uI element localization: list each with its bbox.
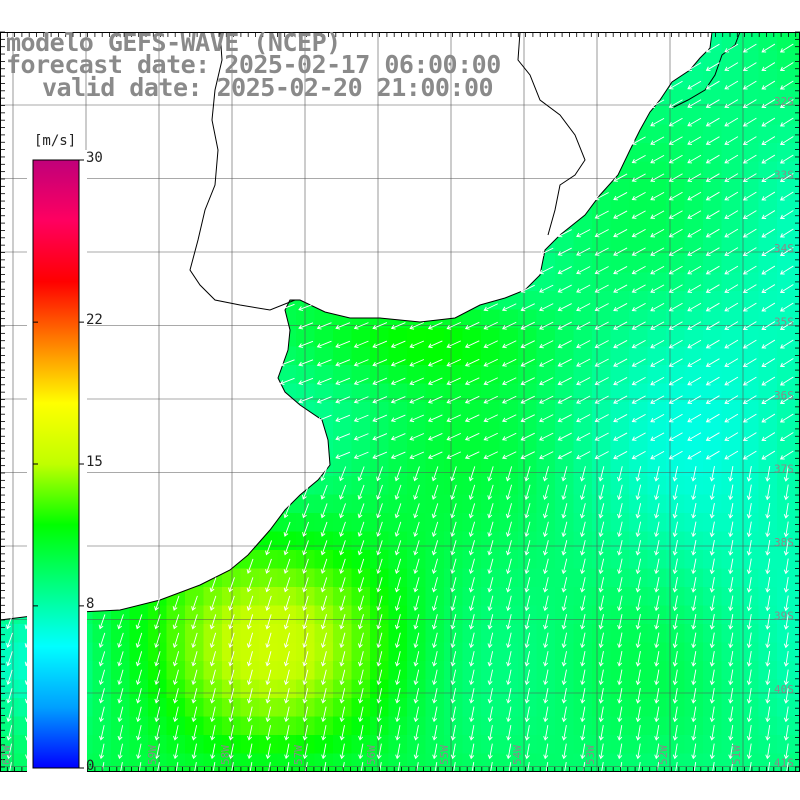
lon-label: 53W <box>584 745 597 765</box>
lat-label: 33S <box>774 169 794 182</box>
lon-label: 57W <box>292 745 305 765</box>
colorbar-tick-label: 8 <box>86 595 95 612</box>
lon-label: 55W <box>438 745 451 765</box>
lat-label: 32S <box>774 95 794 108</box>
frame-ticks <box>0 31 800 772</box>
lat-label: 41S <box>774 757 794 770</box>
wind-vectors <box>6 43 794 772</box>
forecast-date: forecast date: 2025-02-17 06:00:00 <box>6 50 501 79</box>
lon-label: 56W <box>365 745 378 765</box>
lat-label: 39S <box>774 610 794 623</box>
lon-label: 51W <box>730 745 743 765</box>
valid-date: valid date: 2025-02-20 21:00:00 <box>42 73 494 102</box>
lon-label: 52W <box>657 745 670 765</box>
model-title: modelo GEFS-WAVE (NCEP) <box>6 28 341 57</box>
colorbar-tick-label: 0 <box>86 758 95 774</box>
lat-label: 35S <box>774 316 794 329</box>
longitude-labels: 61W60W59W58W57W56W55W54W53W52W51W50W <box>0 745 743 765</box>
colorbar-tick-label: 15 <box>86 454 103 470</box>
colorbar-ticks <box>33 159 84 769</box>
lat-label: 38S <box>774 536 794 549</box>
land-area <box>0 32 712 620</box>
colorbar-tick-label: 22 <box>86 312 103 329</box>
lon-label: 59W <box>146 745 159 765</box>
lat-label: 40S <box>774 683 794 696</box>
lat-label: 37S <box>774 463 794 476</box>
lon-label: 58W <box>219 745 232 765</box>
colorbar-tick-label: 30 <box>86 150 103 166</box>
lat-label: 34S <box>774 242 794 255</box>
colorbar-unit: [m/s] <box>34 133 77 149</box>
lon-label: 61W <box>0 745 13 765</box>
latitude-labels: 32S 33S 34S 35S 36S 37S 38S 39S 40S 41S <box>774 95 794 770</box>
colorbar <box>32 159 80 769</box>
coastline <box>0 31 741 621</box>
lon-label: 54W <box>511 745 524 765</box>
lat-label: 36S <box>774 389 794 402</box>
